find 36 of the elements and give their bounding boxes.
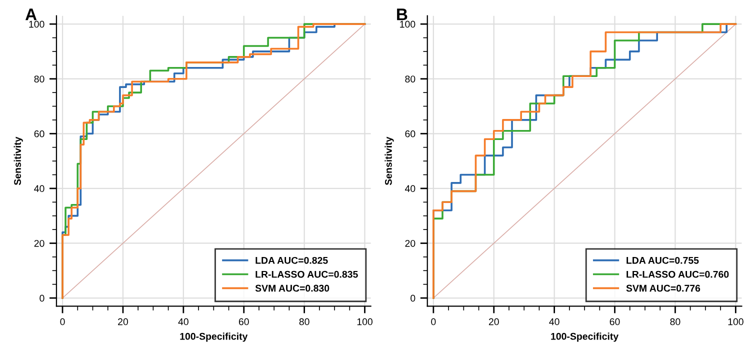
legend-label: LDA AUC=0.825	[256, 256, 328, 264]
y-tick-label: 40	[34, 185, 44, 192]
y-tick-label: 80	[405, 76, 416, 82]
legend-label: SVM AUC=0.776	[626, 284, 700, 292]
y-tick-label: 60	[34, 130, 44, 138]
x-tick-label: 100	[357, 318, 372, 326]
x-tick-label: 20	[118, 318, 128, 326]
x-tick-label: 60	[610, 318, 620, 326]
x-tick-label: 100	[728, 318, 744, 326]
y-tick-label: 20	[405, 240, 416, 247]
y-tick-label: 80	[34, 76, 44, 82]
x-tick-label: 80	[299, 318, 310, 326]
y-tick-label: 20	[34, 240, 44, 247]
chart-title: B	[397, 8, 408, 20]
y-tick-label: 100	[29, 20, 44, 28]
x-tick-label: 0	[431, 318, 436, 326]
legend-label: LR-LASSO AUC=0.835	[256, 270, 358, 278]
x-axis-title: 100-Specificity	[551, 332, 619, 342]
x-tick-label: 40	[178, 318, 188, 326]
y-axis-title: Sensitivity	[384, 136, 394, 186]
legend-label: LR-LASSO AUC=0.760	[626, 270, 729, 278]
x-tick-label: 0	[60, 318, 65, 326]
y-axis-title: Sensitivity	[14, 136, 23, 186]
y-tick-label: 60	[405, 130, 416, 138]
x-axis-title: 100-Specificity	[180, 332, 248, 342]
chart-title: A	[25, 8, 37, 20]
legend-label: SVM AUC=0.830	[255, 284, 330, 292]
y-tick-label: 0	[410, 294, 416, 302]
x-tick-label: 40	[549, 318, 560, 326]
y-tick-label: 40	[404, 185, 416, 192]
x-tick-label: 80	[670, 318, 680, 326]
y-tick-label: 0	[40, 294, 44, 302]
y-tick-label: 100	[400, 20, 416, 28]
legend-label: LDA AUC=0.755	[626, 256, 699, 264]
x-tick-label: 20	[488, 318, 499, 326]
x-tick-label: 60	[238, 318, 249, 326]
